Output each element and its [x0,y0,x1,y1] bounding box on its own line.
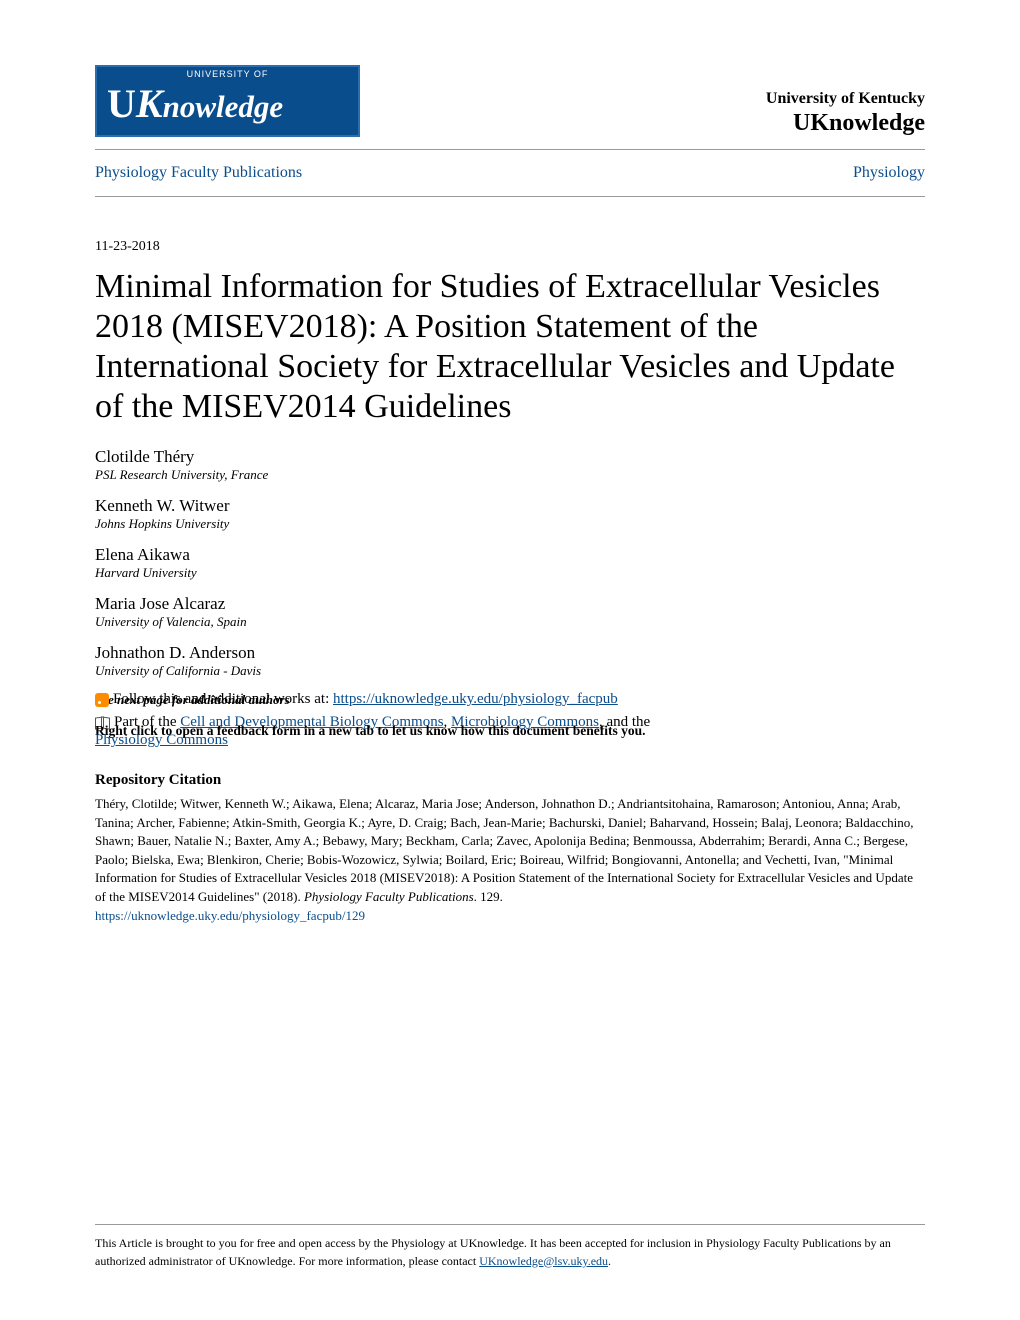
commons-link-3[interactable]: Physiology Commons [95,732,228,748]
author-name: Maria Jose Alcaraz [95,594,925,614]
author-affiliation: University of Valencia, Spain [95,614,925,630]
collection-link[interactable]: Physiology Faculty Publications [95,164,302,182]
author-block: Johnathon D. AndersonUniversity of Calif… [95,643,925,679]
author-name: Johnathon D. Anderson [95,643,925,663]
citation-url[interactable]: https://uknowledge.uky.edu/physiology_fa… [95,908,925,924]
logo-top-text: UNIVERSITY OF [187,69,269,79]
citation-text: Théry, Clotilde; Witwer, Kenneth W.; Aik… [95,795,925,906]
university-name: University of Kentucky [766,90,925,108]
article-title: Minimal Information for Studies of Extra… [95,267,925,427]
header: UNIVERSITY OF UKnowledge University of K… [95,65,925,137]
department-link[interactable]: Physiology [853,164,925,182]
logo: UNIVERSITY OF UKnowledge [95,65,360,137]
author-affiliation: Harvard University [95,565,925,581]
footer-text: This Article is brought to you for free … [95,1235,925,1270]
author-name: Kenneth W. Witwer [95,496,925,516]
breadcrumb-row: Physiology Faculty Publications Physiolo… [95,150,925,196]
author-name: Clotilde Théry [95,447,925,467]
author-affiliation: PSL Research University, France [95,467,925,483]
citation-block: Repository Citation Théry, Clotilde; Wit… [95,772,925,924]
author-block: Kenneth W. WitwerJohns Hopkins Universit… [95,496,925,532]
author-name: Elena Aikawa [95,545,925,565]
author-affiliation: University of California - Davis [95,663,925,679]
follow-line: Follow this and additional works at: htt… [95,691,618,708]
logo-main-text: UKnowledge [107,80,283,127]
citation-heading: Repository Citation [95,772,925,789]
footer: This Article is brought to you for free … [95,1224,925,1270]
follow-url[interactable]: https://uknowledge.uky.edu/physiology_fa… [333,691,618,707]
author-block: Elena AikawaHarvard University [95,545,925,581]
commons-link-3-row: Physiology Commons [95,732,228,749]
header-labels: University of Kentucky UKnowledge [766,90,925,137]
divider [95,1224,925,1225]
author-block: Maria Jose AlcarazUniversity of Valencia… [95,594,925,630]
overlapping-text-area: See next page for additional authors Fol… [95,692,925,740]
author-affiliation: Johns Hopkins University [95,516,925,532]
authors-list: Clotilde ThéryPSL Research University, F… [95,447,925,679]
contact-email[interactable]: UKnowledge@lsv.uky.edu [479,1254,608,1268]
author-block: Clotilde ThéryPSL Research University, F… [95,447,925,483]
divider [95,196,925,197]
rss-icon[interactable] [95,693,109,707]
site-name: UKnowledge [766,110,925,137]
publication-date: 11-23-2018 [95,239,925,255]
